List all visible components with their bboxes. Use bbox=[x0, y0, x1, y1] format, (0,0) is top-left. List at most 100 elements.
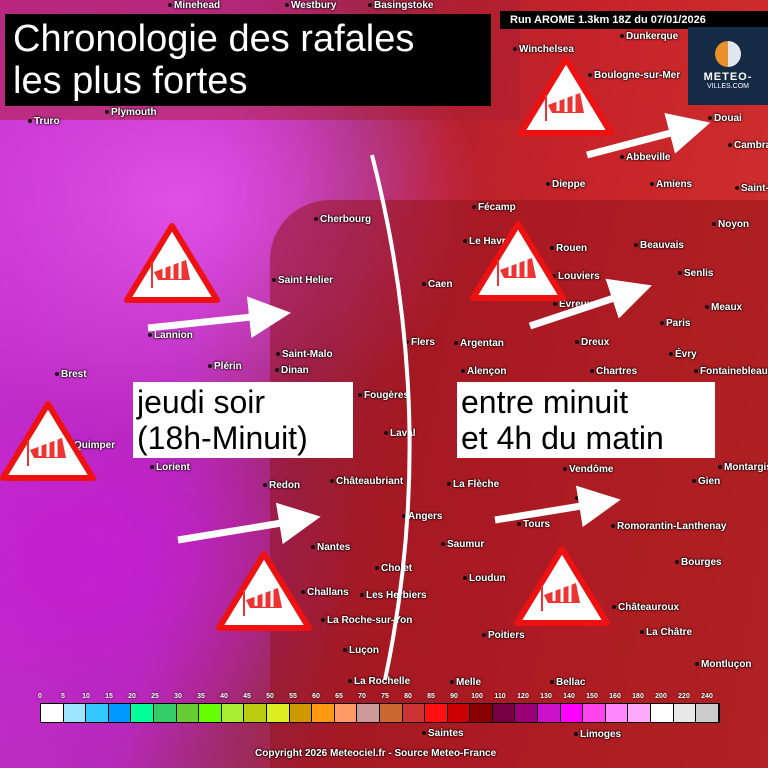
city-label: Cambrai bbox=[728, 140, 768, 152]
city-label: Lannion bbox=[148, 330, 193, 342]
legend-tick-label: 50 bbox=[266, 693, 274, 700]
city-label: Les Herbiers bbox=[360, 590, 427, 602]
legend-tick-label: 150 bbox=[586, 693, 598, 700]
title-line-2: les plus fortes bbox=[13, 60, 248, 102]
legend-swatch bbox=[425, 704, 448, 722]
legend-swatch bbox=[605, 704, 629, 722]
callout-line: jeudi soir bbox=[137, 384, 266, 420]
callout-evening: jeudi soir (18h-Minuit) bbox=[133, 382, 353, 458]
city-label: Flers bbox=[405, 337, 435, 349]
legend-tick-label: 220 bbox=[678, 693, 690, 700]
city-label: Dinan bbox=[275, 365, 309, 377]
city-label: Lorient bbox=[150, 462, 190, 474]
city-label: Saint-Malo bbox=[276, 349, 333, 361]
city-label: La Roche-sur-Yon bbox=[321, 615, 412, 627]
city-label: Nantes bbox=[311, 542, 350, 554]
legend-tick-label: 45 bbox=[243, 693, 251, 700]
legend-tick-label: 80 bbox=[404, 693, 412, 700]
legend-swatch bbox=[63, 704, 87, 722]
legend-swatch bbox=[221, 704, 245, 722]
legend-ticks: 0 5 10 15 20 25 30 35 40 45 50 55 60 65 70 75 80 85 90 100 1… bbox=[38, 692, 730, 702]
city-label: Vendôme bbox=[563, 464, 613, 476]
legend-tick-label: 0 bbox=[38, 693, 42, 700]
city-label: Châteaubriant bbox=[330, 476, 403, 488]
callout-line: et 4h du matin bbox=[461, 420, 664, 456]
city-label: Montargis bbox=[718, 462, 768, 474]
city-label: Meaux bbox=[705, 302, 742, 314]
legend-swatch bbox=[538, 704, 561, 722]
city-label: La Rochelle bbox=[348, 676, 410, 688]
legend-tick-label: 110 bbox=[494, 693, 506, 700]
legend-tick-label: 55 bbox=[289, 693, 297, 700]
city-label: Laval bbox=[384, 428, 416, 440]
legend-tick-label: 20 bbox=[128, 693, 136, 700]
legend-swatch bbox=[153, 704, 177, 722]
city-label: Westbury bbox=[285, 0, 336, 12]
city-label: Fougères bbox=[358, 390, 409, 402]
legend-swatch bbox=[176, 704, 200, 722]
legend-swatch bbox=[312, 704, 335, 722]
legend-swatch bbox=[357, 704, 380, 722]
city-label: Douai bbox=[708, 113, 742, 125]
legend-swatch bbox=[696, 704, 719, 722]
legend-swatch bbox=[651, 704, 674, 722]
city-label: Challans bbox=[301, 587, 349, 599]
windsock-warning-icon bbox=[518, 56, 614, 136]
city-label: Limoges bbox=[574, 729, 621, 741]
city-label: Loudun bbox=[463, 573, 506, 585]
arrow-icon bbox=[177, 502, 321, 545]
city-label: Melle bbox=[450, 677, 481, 689]
city-label: Amiens bbox=[650, 179, 692, 191]
city-label: La Flèche bbox=[447, 479, 499, 491]
city-label: Saumur bbox=[441, 539, 484, 551]
city-label: La Châtre bbox=[640, 627, 692, 639]
legend-tick-label: 85 bbox=[427, 693, 435, 700]
city-label: Évry bbox=[669, 349, 697, 361]
city-label: Bourges bbox=[675, 557, 722, 569]
title-line-1: Chronologie des rafales bbox=[13, 18, 415, 60]
legend-swatch bbox=[515, 704, 539, 722]
legend-swatch bbox=[379, 704, 403, 722]
legend-tick-label: 30 bbox=[174, 693, 182, 700]
city-label: Châteauroux bbox=[612, 602, 679, 614]
city-label: Paris bbox=[660, 318, 690, 330]
meteo-villes-logo: METEO- VILLES.COM bbox=[688, 27, 768, 105]
page-title: Chronologie des rafales les plus fortes bbox=[5, 14, 491, 106]
front-curve bbox=[370, 154, 412, 681]
city-label: Montluçon bbox=[695, 659, 752, 671]
city-label: Gien bbox=[692, 476, 720, 488]
city-label: Romorantin-Lanthenay bbox=[611, 521, 726, 533]
city-label: Argentan bbox=[454, 338, 504, 350]
city-label: Dunkerque bbox=[620, 31, 678, 43]
windsock-warning-icon bbox=[216, 551, 312, 631]
logo-line-2: VILLES.COM bbox=[706, 83, 749, 90]
windsock-warning-icon bbox=[124, 223, 220, 303]
city-label: Plymouth bbox=[105, 107, 157, 119]
city-label: Boulogne-sur-Mer bbox=[588, 70, 680, 82]
legend-swatch bbox=[41, 704, 64, 722]
city-label: Plérin bbox=[208, 361, 242, 373]
legend-tick-label: 60 bbox=[312, 693, 320, 700]
city-label: Minehead bbox=[168, 0, 220, 12]
legend-tick-label: 120 bbox=[517, 693, 529, 700]
city-label: Caen bbox=[422, 279, 452, 291]
legend-tick-label: 75 bbox=[381, 693, 389, 700]
legend-swatch bbox=[86, 704, 109, 722]
city-label: Saint Helier bbox=[272, 275, 333, 287]
city-label: Fontainebleau bbox=[694, 366, 768, 378]
legend-swatch bbox=[108, 704, 132, 722]
city-label: Tours bbox=[517, 519, 550, 531]
city-label: Fécamp bbox=[472, 202, 516, 214]
callout-line: entre minuit bbox=[461, 384, 629, 420]
legend-swatch bbox=[199, 704, 222, 722]
city-label: Noyon bbox=[712, 219, 749, 231]
copyright: Copyright 2026 Meteociel.fr - Source Met… bbox=[255, 748, 497, 759]
arrow-icon bbox=[586, 113, 711, 159]
legend-swatch bbox=[131, 704, 154, 722]
city-label: Winchelsea bbox=[513, 44, 574, 56]
legend-swatch bbox=[673, 704, 697, 722]
legend-tick-label: 240 bbox=[701, 693, 713, 700]
legend-tick-label: 10 bbox=[82, 693, 90, 700]
legend-tick-label: 130 bbox=[540, 693, 552, 700]
